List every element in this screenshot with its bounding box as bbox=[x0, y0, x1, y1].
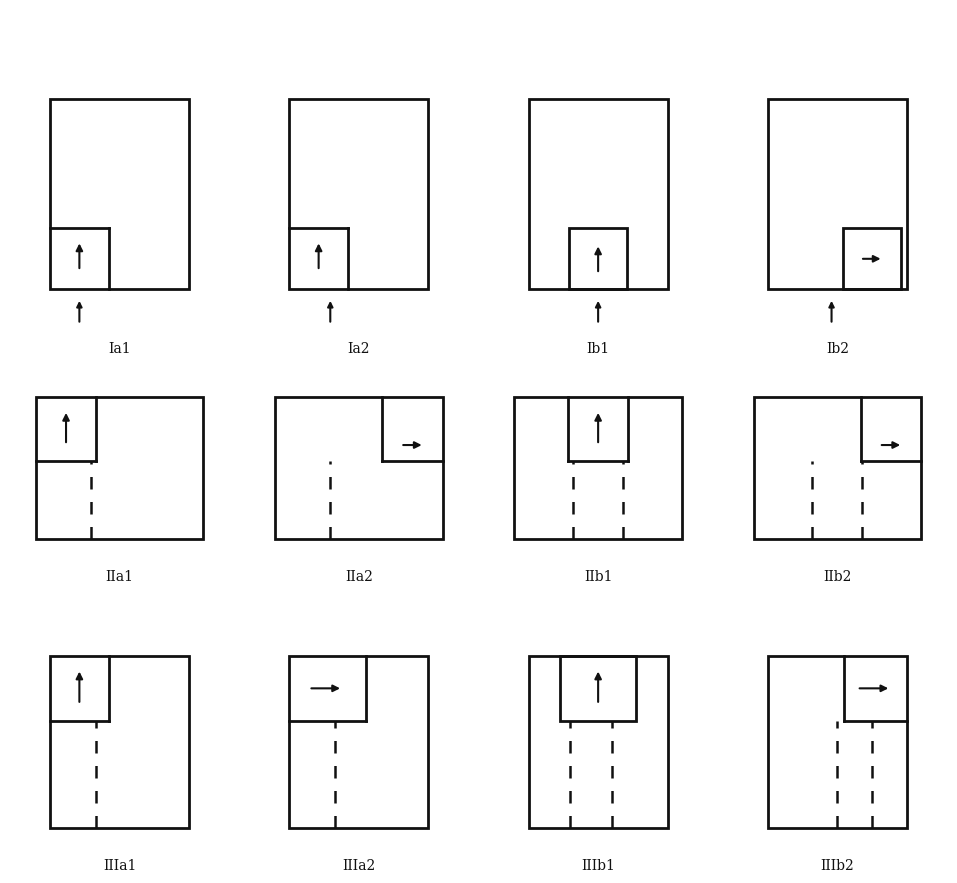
Text: IIa1: IIa1 bbox=[105, 570, 134, 584]
Text: IIIb2: IIIb2 bbox=[820, 858, 855, 872]
Bar bbox=[276, 397, 443, 539]
Text: IIIb1: IIIb1 bbox=[581, 858, 615, 872]
Text: Ia2: Ia2 bbox=[347, 342, 370, 356]
Bar bbox=[290, 655, 429, 828]
Bar bbox=[515, 397, 681, 539]
Bar bbox=[569, 229, 627, 290]
Bar bbox=[51, 655, 189, 828]
Bar bbox=[768, 99, 907, 290]
Bar bbox=[768, 655, 907, 828]
Bar bbox=[754, 397, 921, 539]
Bar bbox=[51, 99, 189, 290]
Bar bbox=[36, 397, 204, 539]
Text: IIIa1: IIIa1 bbox=[103, 858, 136, 872]
Text: IIIa2: IIIa2 bbox=[343, 858, 375, 872]
Text: Ib1: Ib1 bbox=[587, 342, 610, 356]
Bar bbox=[560, 655, 636, 721]
Bar bbox=[528, 99, 668, 290]
Bar bbox=[528, 655, 668, 828]
Text: IIa2: IIa2 bbox=[345, 570, 373, 584]
Text: IIb2: IIb2 bbox=[823, 570, 852, 584]
Bar bbox=[843, 229, 901, 290]
Text: IIb1: IIb1 bbox=[584, 570, 612, 584]
Text: Ia1: Ia1 bbox=[108, 342, 131, 356]
Text: Ib2: Ib2 bbox=[826, 342, 849, 356]
Bar bbox=[290, 99, 429, 290]
